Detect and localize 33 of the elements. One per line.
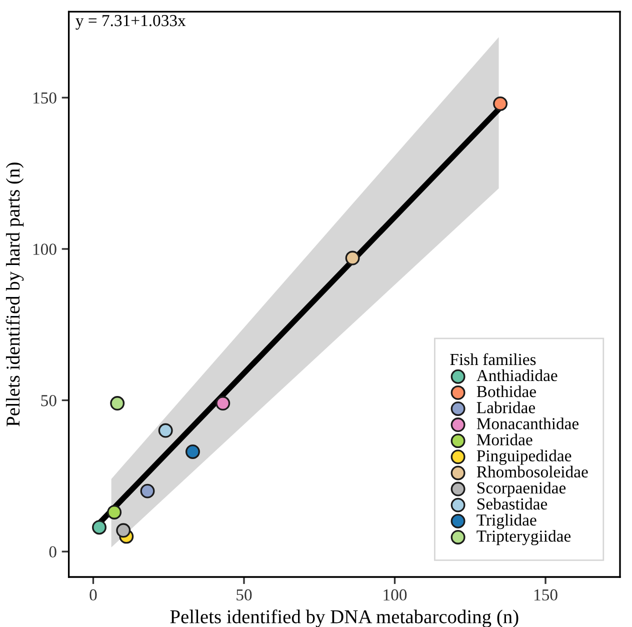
legend-label: Scorpaenidae: [477, 482, 566, 497]
legend-label: Triglidae: [476, 514, 536, 530]
legend-label: Rhombosoleidae: [476, 466, 588, 478]
point: [110, 396, 125, 411]
legend-label: Labridae: [476, 402, 536, 414]
point: [107, 505, 122, 520]
annotation: y = 7.31+1.033x: [76, 14, 186, 30]
y-tick-label: 50: [41, 394, 56, 406]
legend-label: Pinguipedidae: [476, 450, 572, 465]
x-tick-label: 100: [384, 589, 407, 601]
point: [116, 523, 131, 538]
y-axis-title: Pellets identified by hard parts (n): [6, 162, 24, 426]
legend-label: Bothidae: [476, 385, 536, 398]
x-tick-label: 0: [90, 589, 97, 601]
point: [493, 96, 508, 111]
point: [185, 444, 200, 459]
point: [92, 520, 106, 535]
x-tick-label: 50: [236, 589, 252, 601]
point: [158, 423, 173, 438]
legend-title: Fish families: [450, 353, 536, 366]
legend-label: Tripterygiidae: [476, 530, 571, 546]
point: [140, 484, 155, 498]
x-axis-title: Pellets identified by DNA metabarcoding (n): [170, 609, 518, 627]
y-tick-label: 0: [49, 546, 56, 558]
legend-label: Anthiadidae: [476, 369, 558, 382]
y-tick-label: 150: [33, 92, 56, 104]
legend-label: Moridae: [476, 434, 532, 446]
point: [345, 250, 360, 266]
point: [216, 396, 230, 411]
legend-label: Sebastidae: [477, 498, 548, 510]
legend-label: Monacanthidae: [476, 418, 579, 430]
x-tick-label: 150: [534, 589, 558, 601]
y-tick-label: 100: [33, 244, 56, 255]
